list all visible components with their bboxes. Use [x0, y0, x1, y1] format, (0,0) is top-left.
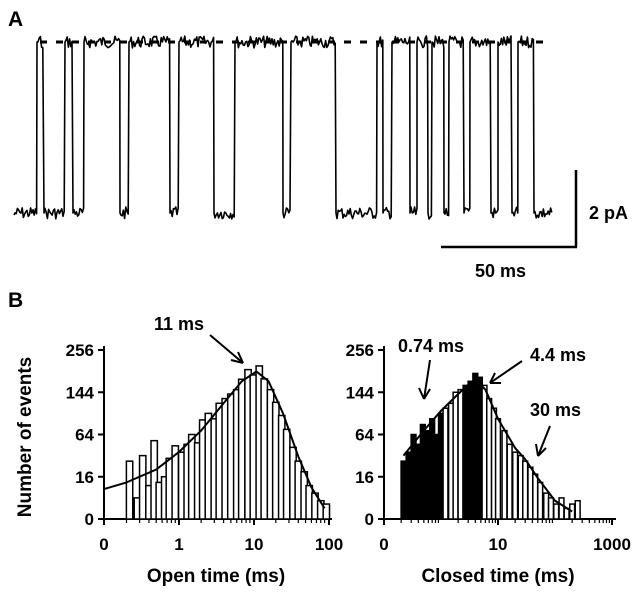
- histogram-bin: [457, 388, 464, 520]
- histogram-bin: [125, 460, 134, 520]
- y-tick-label: 144: [66, 383, 95, 402]
- y-tick-label: 64: [75, 426, 94, 445]
- annotation-arrow: [489, 360, 523, 384]
- annotation-arrow: [209, 334, 244, 364]
- histogram-bin: [322, 503, 331, 520]
- histogram-bin: [494, 418, 502, 520]
- histogram-bin: [282, 428, 291, 520]
- histogram-bin: [452, 391, 459, 520]
- arrow-head-icon: [489, 372, 501, 384]
- histogram-bin: [237, 378, 246, 520]
- fit-curve: [402, 380, 573, 513]
- histogram-bin: [138, 454, 147, 520]
- closed-time-histogram: 0 16 64 144 256 0 10 1000 Closed time (ms) 0.74 m…: [346, 336, 631, 587]
- y-tick-label: 144: [346, 383, 375, 402]
- annotation-arrow: [423, 359, 431, 400]
- histogram-bin: [532, 473, 539, 520]
- arrow-head-icon: [230, 351, 244, 364]
- y-tick-label: 0: [365, 510, 374, 529]
- y-tick-label: 0: [85, 510, 94, 529]
- open-time-histogram: 0 16 64 144 256 0 1 10 100 Open time (ms) 11 ms: [66, 314, 344, 587]
- x-tick-label: 10: [489, 535, 508, 554]
- annotation-arrow: [537, 425, 551, 457]
- closed-time-annotation-mid: 4.4 ms: [530, 345, 586, 365]
- open-time-annotation: 11 ms: [154, 314, 204, 334]
- time-scale-label: 50 ms: [475, 261, 526, 281]
- current-scale-label: 2 pA: [589, 203, 628, 223]
- single-channel-current-trace: [13, 35, 553, 220]
- histogram-bin: [400, 460, 407, 520]
- arrow-head-icon: [535, 443, 547, 457]
- x-axis-label: Open time (ms): [147, 566, 285, 587]
- x-tick-label: 100: [315, 535, 343, 554]
- histogram-bin: [462, 384, 469, 520]
- histogram-bin: [547, 497, 555, 520]
- histogram-bin: [260, 378, 269, 520]
- x-tick-label: 0: [99, 535, 108, 554]
- histogram-bin: [511, 451, 519, 520]
- y-tick-label: 64: [355, 426, 374, 445]
- y-tick-label: 16: [355, 468, 374, 487]
- x-tick-label: 10: [245, 535, 264, 554]
- histogram-bin: [405, 451, 412, 520]
- panel-b-y-axis-label: Number of events: [15, 357, 36, 517]
- histogram-bin: [442, 407, 449, 520]
- x-tick-label: 1000: [593, 535, 631, 554]
- fit-curve: [103, 370, 326, 509]
- x-tick-label: 1: [174, 535, 183, 554]
- closed-time-annotation-fast: 0.74 ms: [398, 336, 464, 356]
- histogram-bin: [553, 503, 560, 520]
- histogram-bin: [537, 481, 544, 520]
- histogram-bin: [558, 497, 565, 520]
- closed-time-annotation-slow: 30 ms: [530, 400, 581, 420]
- x-tick-label: 0: [379, 535, 388, 554]
- histogram-bin: [522, 460, 529, 520]
- x-axis-label: Closed time (ms): [421, 566, 574, 587]
- histogram-bin: [574, 499, 581, 520]
- y-tick-label: 256: [66, 341, 94, 360]
- histogram-bin: [506, 443, 513, 520]
- panel-b-label: B: [8, 289, 23, 312]
- panel-a-label: A: [8, 8, 23, 31]
- y-tick-label: 256: [346, 341, 374, 360]
- histogram-bin: [150, 439, 159, 520]
- arrow-head-icon: [418, 387, 431, 400]
- y-tick-label: 16: [75, 468, 94, 487]
- histogram-bin: [501, 429, 508, 520]
